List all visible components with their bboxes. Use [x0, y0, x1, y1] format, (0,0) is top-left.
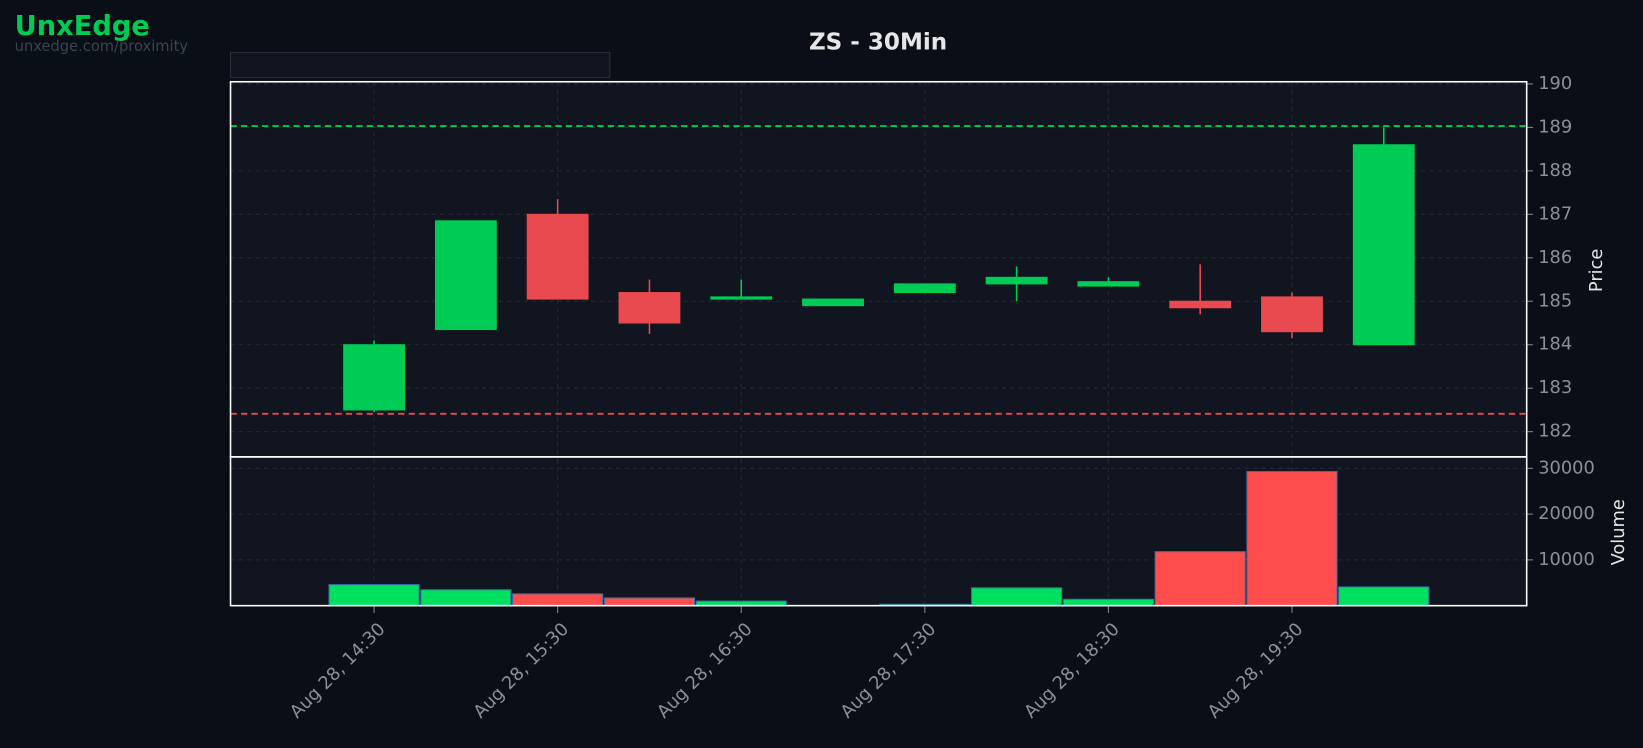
volume-bar	[329, 585, 419, 606]
y-axis-label: Price	[1586, 249, 1607, 292]
price-panel	[231, 82, 1527, 457]
y-tick-label: 186	[1538, 247, 1572, 268]
candle-body	[711, 297, 772, 299]
y-tick-label: 183	[1538, 377, 1572, 398]
y-tick-label: 190	[1538, 73, 1572, 94]
candle-body	[619, 293, 680, 323]
volume-bar	[1155, 552, 1245, 606]
y-tick-label: 189	[1538, 116, 1572, 137]
brand: UnxEdge	[15, 11, 150, 42]
y-tick-label: 30000	[1538, 457, 1595, 478]
y-tick-label: 187	[1538, 203, 1572, 224]
chart-title: ZS - 30Min	[809, 29, 947, 55]
candle-body	[1262, 297, 1323, 332]
legend	[231, 52, 610, 77]
y-tick-label: 184	[1538, 334, 1572, 355]
candle-body	[986, 277, 1047, 284]
candle-body	[435, 221, 496, 330]
volume-bar	[604, 598, 694, 606]
candle-body	[803, 299, 864, 306]
y-tick-label: 20000	[1538, 503, 1595, 524]
volume-bar	[1247, 472, 1337, 606]
y-axis-label: Volume	[1608, 499, 1629, 565]
y-tick-label: 188	[1538, 160, 1572, 181]
brand-url: unxedge.com/proximity	[15, 38, 189, 55]
volume-bar	[1063, 599, 1153, 605]
y-tick-label: 182	[1538, 421, 1572, 442]
volume-bar	[1339, 587, 1429, 606]
candle-body	[1353, 145, 1414, 345]
y-tick-label: 185	[1538, 290, 1572, 311]
candle-body	[344, 345, 405, 410]
volume-bar	[972, 588, 1062, 606]
candle-body	[1170, 301, 1231, 308]
candle-body	[1078, 282, 1139, 286]
y-tick-label: 10000	[1538, 549, 1595, 570]
candle-body	[527, 214, 588, 299]
volume-bar	[421, 590, 511, 606]
volume-bar	[513, 594, 603, 606]
candle-body	[894, 284, 955, 293]
